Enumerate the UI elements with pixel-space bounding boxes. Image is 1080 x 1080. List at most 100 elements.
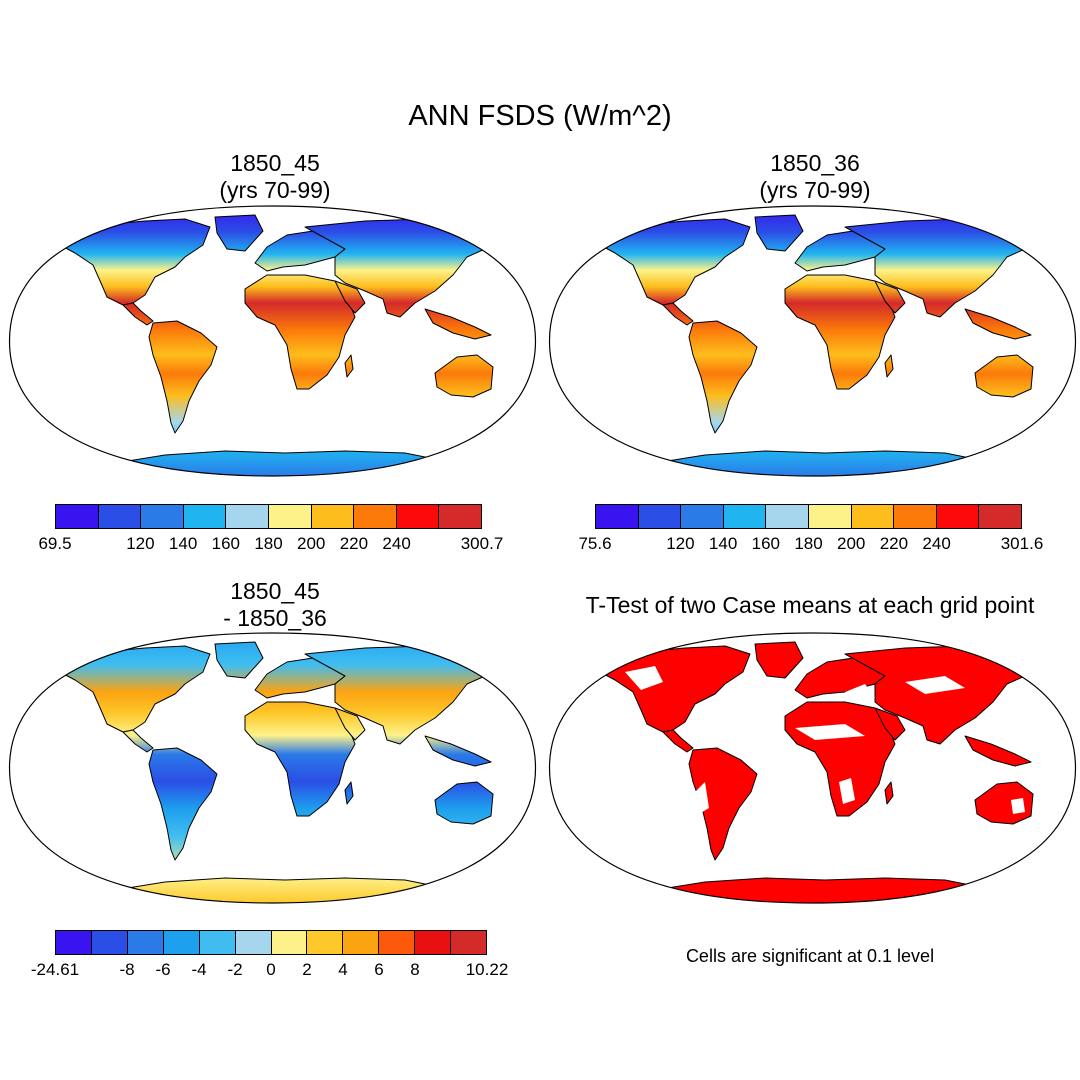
- non-significant-area: [905, 676, 965, 694]
- panel-title-line2: (yrs 70-99): [219, 177, 331, 203]
- continent-greenland: [754, 641, 804, 679]
- colorbar-tick-label: 200: [297, 534, 326, 553]
- colorbar-swatch: [450, 931, 487, 954]
- colorbar-swatch: [234, 931, 271, 954]
- colorbar-tick-label: -2: [227, 960, 243, 979]
- colorbar-swatch: [395, 505, 439, 528]
- colorbar-tick-label: -6: [155, 960, 171, 979]
- colorbar-tick-label: 240: [922, 534, 951, 553]
- map-ttest: [548, 632, 1077, 904]
- colorbar-tick-label: 75.6: [578, 534, 612, 553]
- colorbar-tick-label: 120: [126, 534, 155, 553]
- continent-central-america: [122, 302, 154, 326]
- panel-title-line1: 1850_45: [230, 578, 320, 604]
- colorbar-swatch: [162, 931, 199, 954]
- continent-se-asia: [424, 308, 492, 340]
- continent-australia: [434, 781, 494, 825]
- colorbar-case2: [595, 504, 1022, 529]
- map-case2: [548, 205, 1077, 477]
- continent-central-america: [662, 302, 694, 326]
- colorbar-case1: [55, 504, 482, 529]
- colorbar-tick-label: 180: [254, 534, 283, 553]
- continent-greenland: [754, 214, 804, 252]
- significance-note: Cells are significant at 0.1 level: [685, 946, 935, 966]
- colorbar-swatch: [56, 931, 91, 954]
- panel-title-line1: 1850_36: [770, 150, 860, 176]
- colorbar-ticks-case1: 69.5 120 140 160 180 200 220 240 300.7: [38, 534, 503, 556]
- map-border: [8, 632, 537, 904]
- colorbar-swatch: [438, 505, 481, 528]
- continent-africa: [244, 274, 356, 390]
- colorbar-ticks-difference: -24.61 -8 -6 -4 -2 0 2 4 6 8 10.22: [31, 960, 508, 982]
- continent-central-america: [662, 729, 694, 753]
- panel-title-line1: T-Test of two Case means at each grid po…: [585, 592, 1035, 618]
- continent-australia: [974, 781, 1034, 825]
- colorbar-swatch: [198, 931, 235, 954]
- colorbar-swatch: [56, 505, 98, 528]
- continent-arabia: [874, 707, 906, 741]
- colorbar-tick-label: 140: [708, 534, 738, 553]
- continent-south-america: [688, 747, 758, 861]
- colorbar-swatch: [140, 505, 183, 528]
- map-border: [548, 205, 1077, 477]
- colorbar-swatch: [378, 931, 415, 954]
- colorbar-tick-label: 69.5: [38, 534, 72, 553]
- colorbar-tick-label: 160: [751, 534, 780, 553]
- non-significant-area: [839, 778, 855, 804]
- panel-title-case2: 1850_36 (yrs 70-99): [660, 150, 970, 204]
- colorbar-swatch: [414, 931, 451, 954]
- colorbar-tick-label: 220: [879, 534, 909, 553]
- colorbar-swatch: [182, 505, 226, 528]
- continent-south-america: [148, 747, 218, 861]
- continent-madagascar: [884, 354, 894, 378]
- map-case1: [8, 205, 537, 477]
- continent-greenland: [214, 641, 264, 679]
- colorbar-tick-label: 6: [374, 960, 384, 979]
- continent-south-america: [148, 320, 218, 434]
- colorbar-swatch: [306, 931, 343, 954]
- continent-north-america: [599, 218, 751, 306]
- colorbar-tick-label: 2: [302, 960, 312, 979]
- colorbar-tick-label: -4: [191, 960, 207, 979]
- colorbar-tick-label: 10.22: [465, 960, 509, 979]
- colorbar-swatch: [342, 931, 379, 954]
- colorbar-swatch: [935, 505, 979, 528]
- continent-arabia: [334, 707, 366, 741]
- colorbar-swatch: [270, 931, 307, 954]
- colorbar-swatch: [90, 931, 127, 954]
- continent-madagascar: [344, 781, 354, 805]
- continent-arabia: [334, 280, 366, 314]
- non-significant-area: [625, 666, 663, 690]
- colorbar-swatch: [722, 505, 766, 528]
- colorbar-swatch: [225, 505, 268, 528]
- colorbar-tick-label: 120: [666, 534, 695, 553]
- colorbar-swatch: [310, 505, 354, 528]
- continent-central-america: [122, 729, 154, 753]
- colorbar-tick-label: 301.6: [1000, 534, 1044, 553]
- colorbar-swatch: [267, 505, 311, 528]
- continent-north-america: [59, 218, 211, 306]
- colorbar-tick-label: 160: [211, 534, 240, 553]
- figure-title: ANN FSDS (W/m^2): [408, 100, 672, 132]
- colorbar-tick-label: 140: [168, 534, 198, 553]
- non-significant-area: [1011, 798, 1025, 814]
- panel-title-line2: (yrs 70-99): [759, 177, 871, 203]
- colorbar-swatch: [596, 505, 638, 528]
- colorbar-tick-label: 0: [266, 960, 276, 979]
- continent-africa: [784, 274, 896, 390]
- non-significant-area: [845, 684, 875, 702]
- colorbar-swatch: [637, 505, 681, 528]
- non-significant-area: [695, 782, 709, 814]
- continent-africa: [244, 701, 356, 817]
- continent-australia: [974, 354, 1034, 398]
- continent-greenland: [214, 214, 264, 252]
- continent-se-asia: [424, 735, 492, 767]
- colorbar-swatch: [353, 505, 396, 528]
- colorbar-ticks-case2: 75.6 120 140 160 180 200 220 240 301.6: [578, 534, 1043, 556]
- colorbar-tick-label: 300.7: [460, 534, 504, 553]
- colorbar-tick-label: 180: [794, 534, 823, 553]
- map-difference: [8, 632, 537, 904]
- colorbar-tick-label: -8: [119, 960, 135, 979]
- panel-title-difference: 1850_45 - 1850_36: [120, 578, 430, 632]
- colorbar-swatch: [807, 505, 851, 528]
